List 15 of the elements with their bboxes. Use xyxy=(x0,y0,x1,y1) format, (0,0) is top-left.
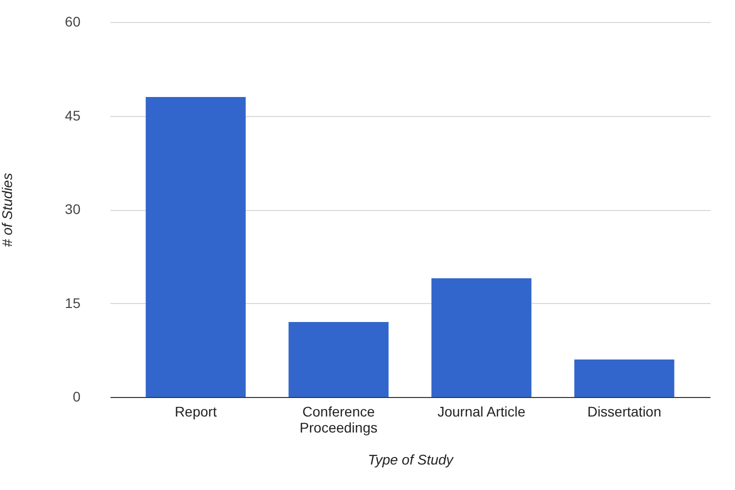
x-axis-title: Type of Study xyxy=(368,452,454,468)
y-tick-label: 45 xyxy=(64,107,81,124)
y-tick-label: 30 xyxy=(64,201,81,217)
x-tick-label: Conference Proceedings xyxy=(300,404,378,436)
bar xyxy=(146,97,246,397)
bar xyxy=(431,278,532,397)
y-tick-label: 0 xyxy=(72,388,81,404)
y-tick-label: 15 xyxy=(64,294,81,311)
y-tick-label: 60 xyxy=(64,14,81,30)
x-tick-label: Report xyxy=(174,404,217,420)
x-tick-label: Dissertation xyxy=(587,404,662,420)
y-axis-title: # of Studies xyxy=(0,173,15,247)
bar xyxy=(574,360,674,397)
bar xyxy=(288,322,389,397)
x-tick-label: Journal Article xyxy=(437,404,526,420)
